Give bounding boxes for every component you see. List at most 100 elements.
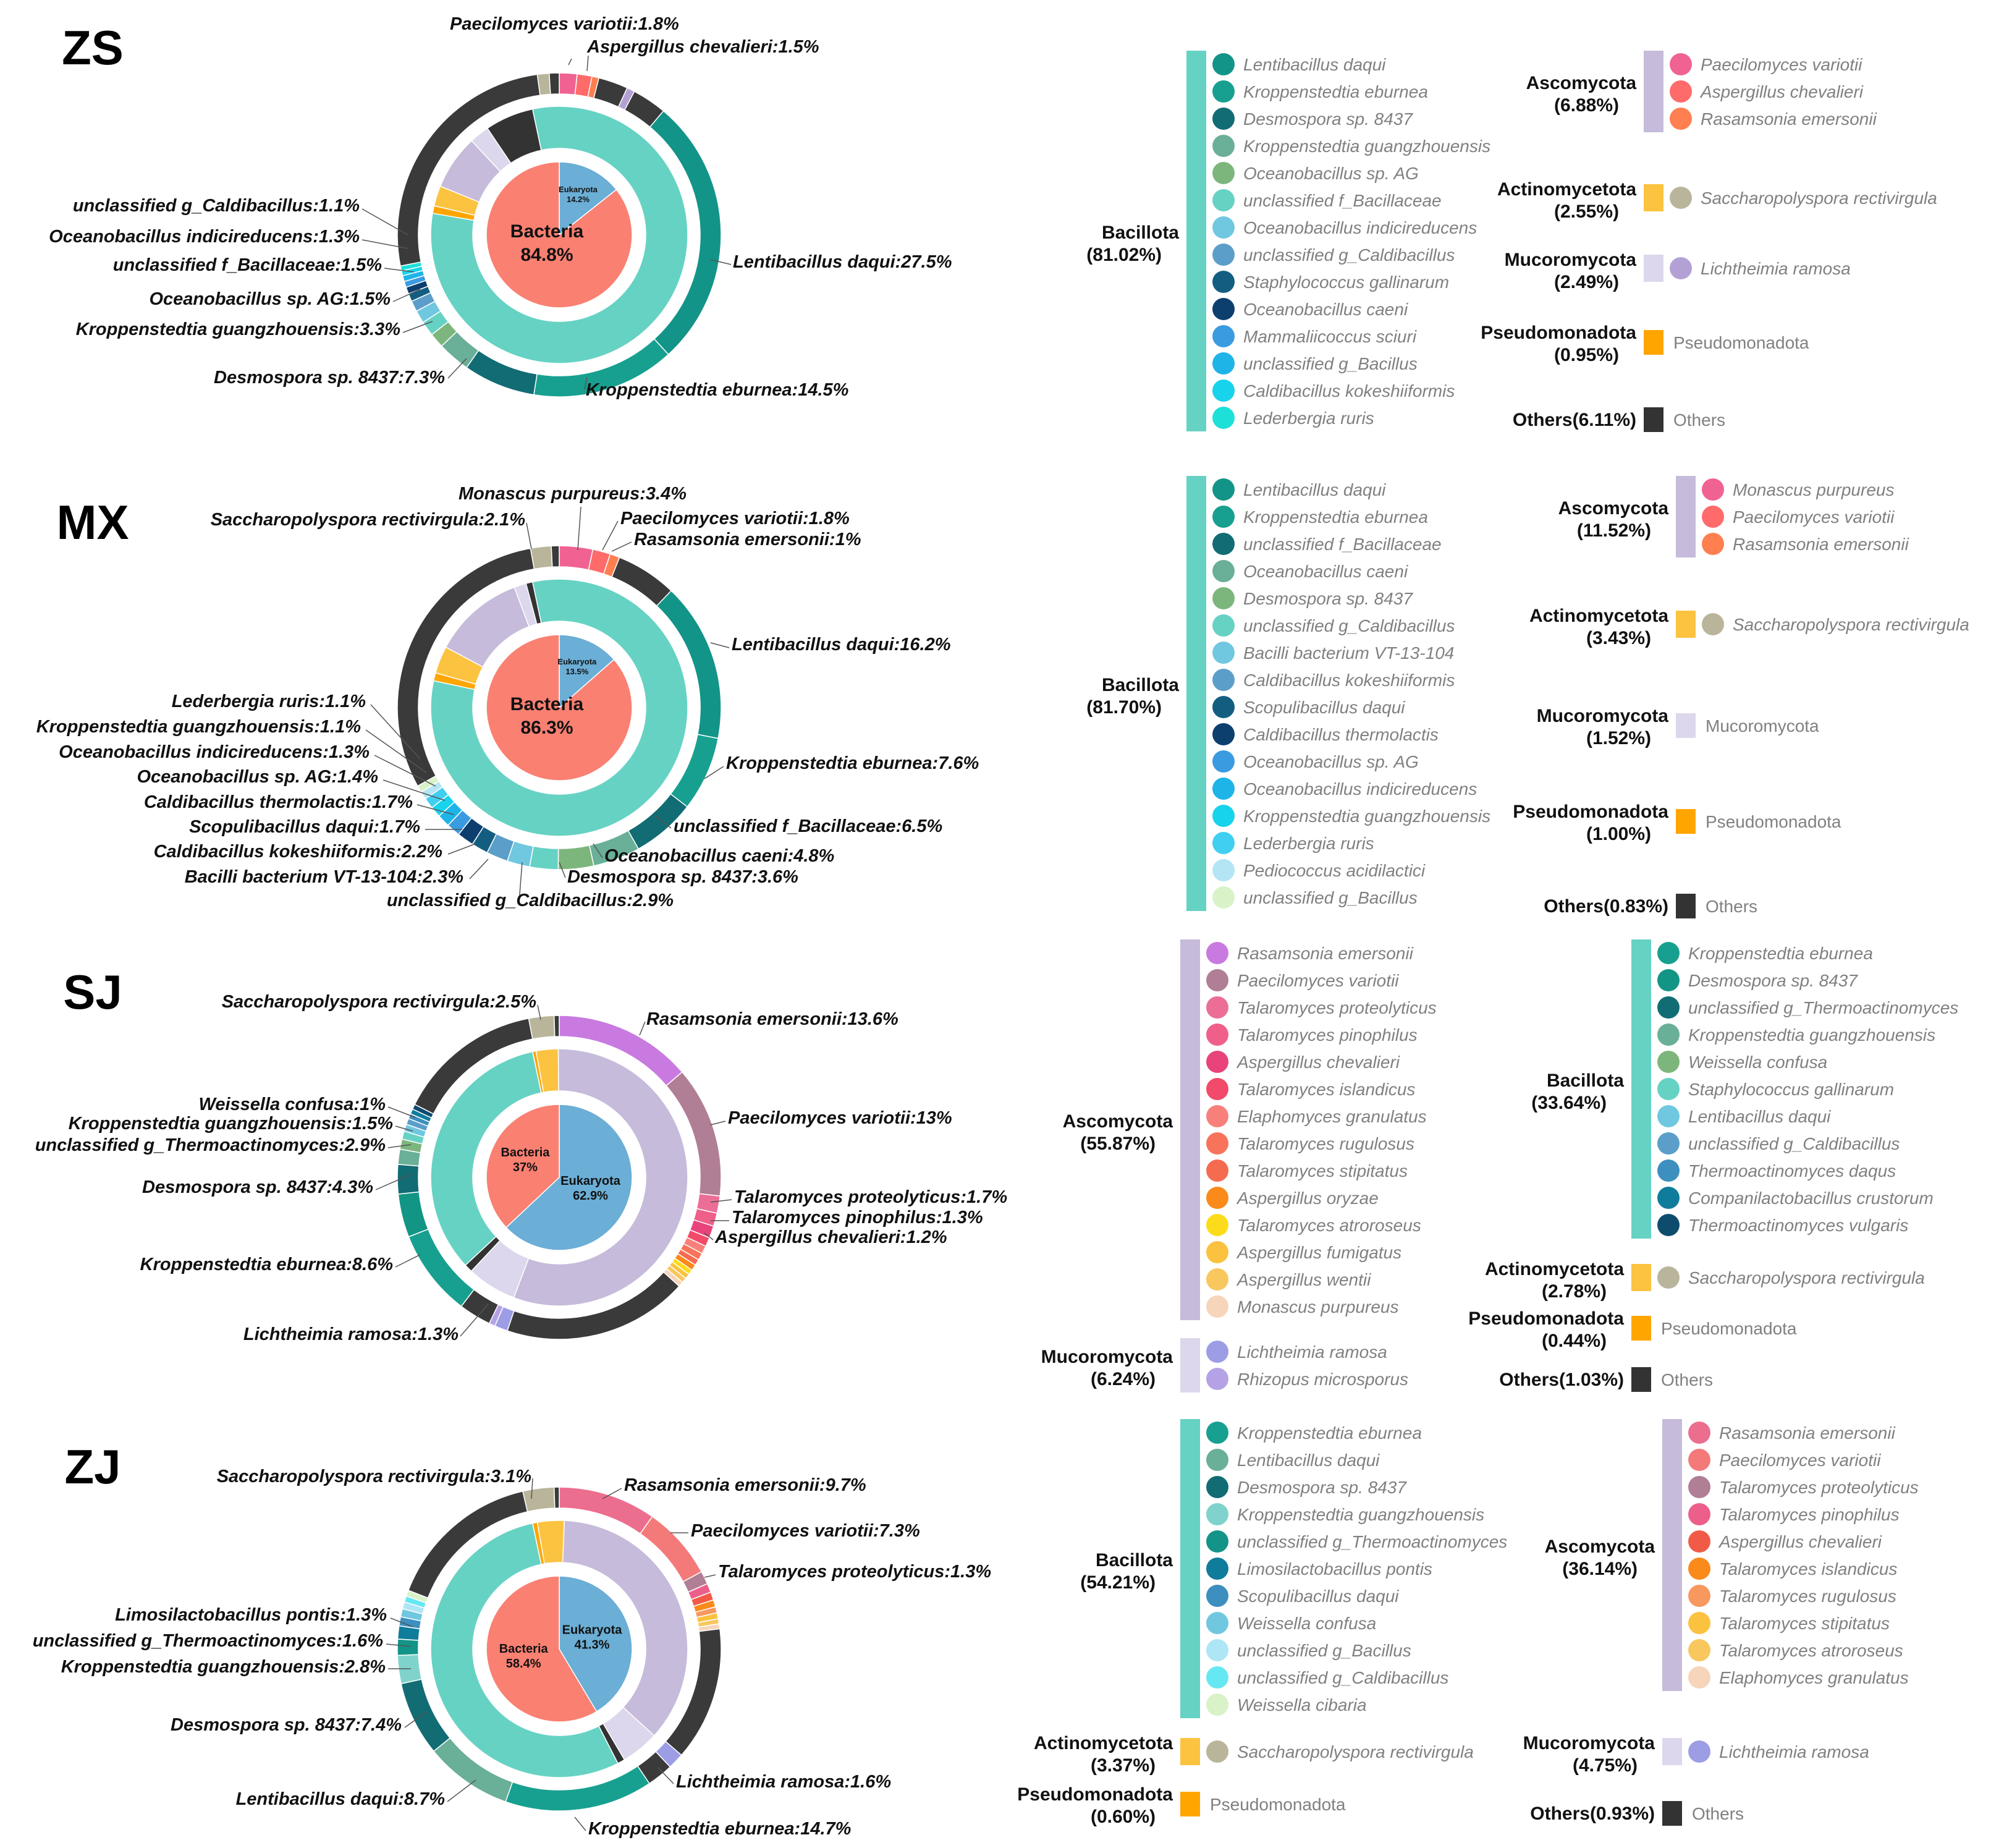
callout-label: Rasamsonia emersonii:13.6%	[646, 1009, 898, 1029]
callout-leader	[395, 1254, 421, 1268]
legend-item: unclassified g_Bacillus	[1237, 1641, 1411, 1660]
callout-leader	[531, 1478, 533, 1499]
phylum-percent: (1.52%)	[1586, 728, 1651, 748]
legend-swatch	[1657, 996, 1680, 1019]
legend-swatch	[1670, 187, 1692, 209]
legend-swatch	[1657, 969, 1680, 991]
legend-swatch	[1206, 1612, 1228, 1634]
callout-label: Kroppenstedtia guangzhouensis:1.1%	[36, 717, 361, 737]
callout-leader	[447, 1779, 476, 1802]
callout-leader	[710, 1199, 732, 1203]
legend-swatch	[1206, 1558, 1228, 1580]
phylum-bar	[1662, 1419, 1682, 1691]
taxon-saccharopolyspora-rectivirgula	[536, 72, 551, 96]
callout-label: Paecilomyces variotii:13%	[728, 1108, 952, 1128]
callout-label: unclassified g_Caldibacillus:1.1%	[73, 196, 360, 216]
legend-swatch	[1670, 257, 1692, 279]
callout-leader	[710, 1121, 726, 1125]
legend-swatch	[1688, 1422, 1710, 1444]
legend-item: Rhizopus microsporus	[1237, 1370, 1408, 1389]
phylum-square	[1676, 713, 1696, 738]
legend-swatch	[1688, 1612, 1710, 1634]
eukaryota-value: 62.9%	[573, 1189, 608, 1203]
legend-item: Weissella cibaria	[1237, 1695, 1367, 1714]
phylum-name: Actinomycetota	[1529, 606, 1668, 626]
phylum-percent: (11.52%)	[1577, 520, 1651, 541]
callout-label: Desmospora sp. 8437:4.3%	[142, 1177, 373, 1197]
eukaryota-value: 13.5%	[565, 667, 588, 676]
legend-swatch	[1206, 1503, 1228, 1525]
callout-label: Paecilomyces variotii:1.8%	[620, 509, 850, 528]
callout-leader	[386, 1643, 412, 1647]
callout-leader	[374, 755, 436, 787]
bacteria-value: 58.4%	[506, 1657, 541, 1671]
callout-leader	[387, 1106, 416, 1118]
callout-label: Desmospora sp. 8437:7.3%	[214, 368, 445, 388]
callout-leader	[704, 1232, 714, 1240]
legend-swatch	[1212, 80, 1235, 103]
legend-swatch	[1657, 1132, 1680, 1155]
panel-label: SJ	[63, 965, 122, 1019]
legend-item: Oceanobacillus sp. AG	[1243, 752, 1419, 771]
phylum-percent: (81.70%)	[1086, 697, 1162, 718]
legend-swatch	[1206, 1639, 1228, 1661]
legend-swatch	[1212, 642, 1235, 664]
legend-item: Scopulibacillus daqui	[1237, 1587, 1399, 1606]
callout-leader	[361, 208, 408, 235]
taxon-others	[548, 72, 560, 95]
callout-label: unclassified g_Caldibacillus:2.9%	[387, 891, 674, 910]
legend-item: Desmospora sp. 8437	[1243, 109, 1413, 129]
legend-swatch	[1212, 614, 1235, 637]
callout-leader	[559, 862, 566, 878]
legend-item: Aspergillus chevalieri	[1718, 1532, 1882, 1551]
legend-item: Thermoactinomyces daqus	[1688, 1161, 1896, 1180]
legend-item: Pseudomonadota	[1706, 812, 1841, 831]
legend-swatch	[1688, 1476, 1710, 1498]
callout-label: unclassified g_Thermoactinomyces:2.9%	[35, 1135, 386, 1155]
legend-item: Lentibacillus daqui	[1237, 1451, 1380, 1470]
phylum-percent: (36.14%)	[1562, 1559, 1638, 1579]
bacteria-label: Bacteria	[510, 221, 584, 242]
legend-swatch	[1212, 533, 1235, 555]
phylum-square	[1631, 1367, 1651, 1392]
phylum-percent: (81.02%)	[1086, 245, 1162, 265]
legend-item: Mucoromycota	[1706, 716, 1819, 735]
legend-item: Talaromyces rugulosus	[1719, 1587, 1896, 1606]
legend-item: Pseudomonadota	[1661, 1319, 1797, 1338]
callout-leader	[611, 541, 632, 552]
phylum-bar	[1662, 1738, 1682, 1765]
legend-item: Talaromyces pinophilus	[1719, 1505, 1900, 1524]
legend-item: Saccharopolyspora rectivirgula	[1237, 1742, 1474, 1761]
legend-item: Caldibacillus thermolactis	[1243, 725, 1439, 744]
callout-label: Kroppenstedtia eburnea:14.5%	[586, 380, 848, 400]
callout-label: Paecilomyces variotii:1.8%	[450, 14, 679, 34]
legend-item: Talaromyces proteolyticus	[1719, 1478, 1919, 1497]
callout-label: Kroppenstedtia eburnea:8.6%	[140, 1255, 393, 1274]
slice-bacteria	[486, 161, 633, 308]
slice-eukaryota	[559, 1575, 633, 1713]
slice-eukaryota	[559, 161, 617, 236]
taxon-monascus-purpureus	[559, 545, 594, 570]
phylum-square	[1180, 1792, 1200, 1816]
phylum-others	[525, 581, 542, 625]
legend-swatch	[1688, 1449, 1710, 1471]
legend-item: Oceanobacillus indicireducens	[1243, 218, 1477, 237]
phylum-name: Actinomycetota	[1034, 1733, 1173, 1753]
legend-mx: Bacillota(81.70%) Lentibacillus daqui Krop…	[1086, 476, 1969, 918]
phylum-others	[486, 108, 542, 164]
callout-leader	[402, 321, 433, 333]
phylum-name: Pseudomonadota	[1513, 802, 1668, 822]
legend-swatch	[1657, 942, 1680, 964]
eukaryota-value: 14.2%	[567, 195, 590, 204]
callout-label: Aspergillus chevalieri:1.5%	[586, 37, 819, 57]
callout-label: Caldibacillus kokeshiiformis:2.2%	[154, 842, 442, 862]
phylum-name: Pseudomonadota	[1481, 323, 1636, 343]
legend-item: Talaromyces islandicus	[1719, 1559, 1897, 1579]
callout-label: Bacilli bacterium VT-13-104:2.3%	[185, 867, 463, 887]
callout-label: Oceanobacillus sp. AG:1.5%	[149, 289, 391, 309]
callout-leader	[710, 642, 730, 648]
legend-item: Others	[1661, 1370, 1713, 1389]
legend-swatch	[1212, 298, 1235, 320]
callout-leader	[593, 843, 603, 858]
